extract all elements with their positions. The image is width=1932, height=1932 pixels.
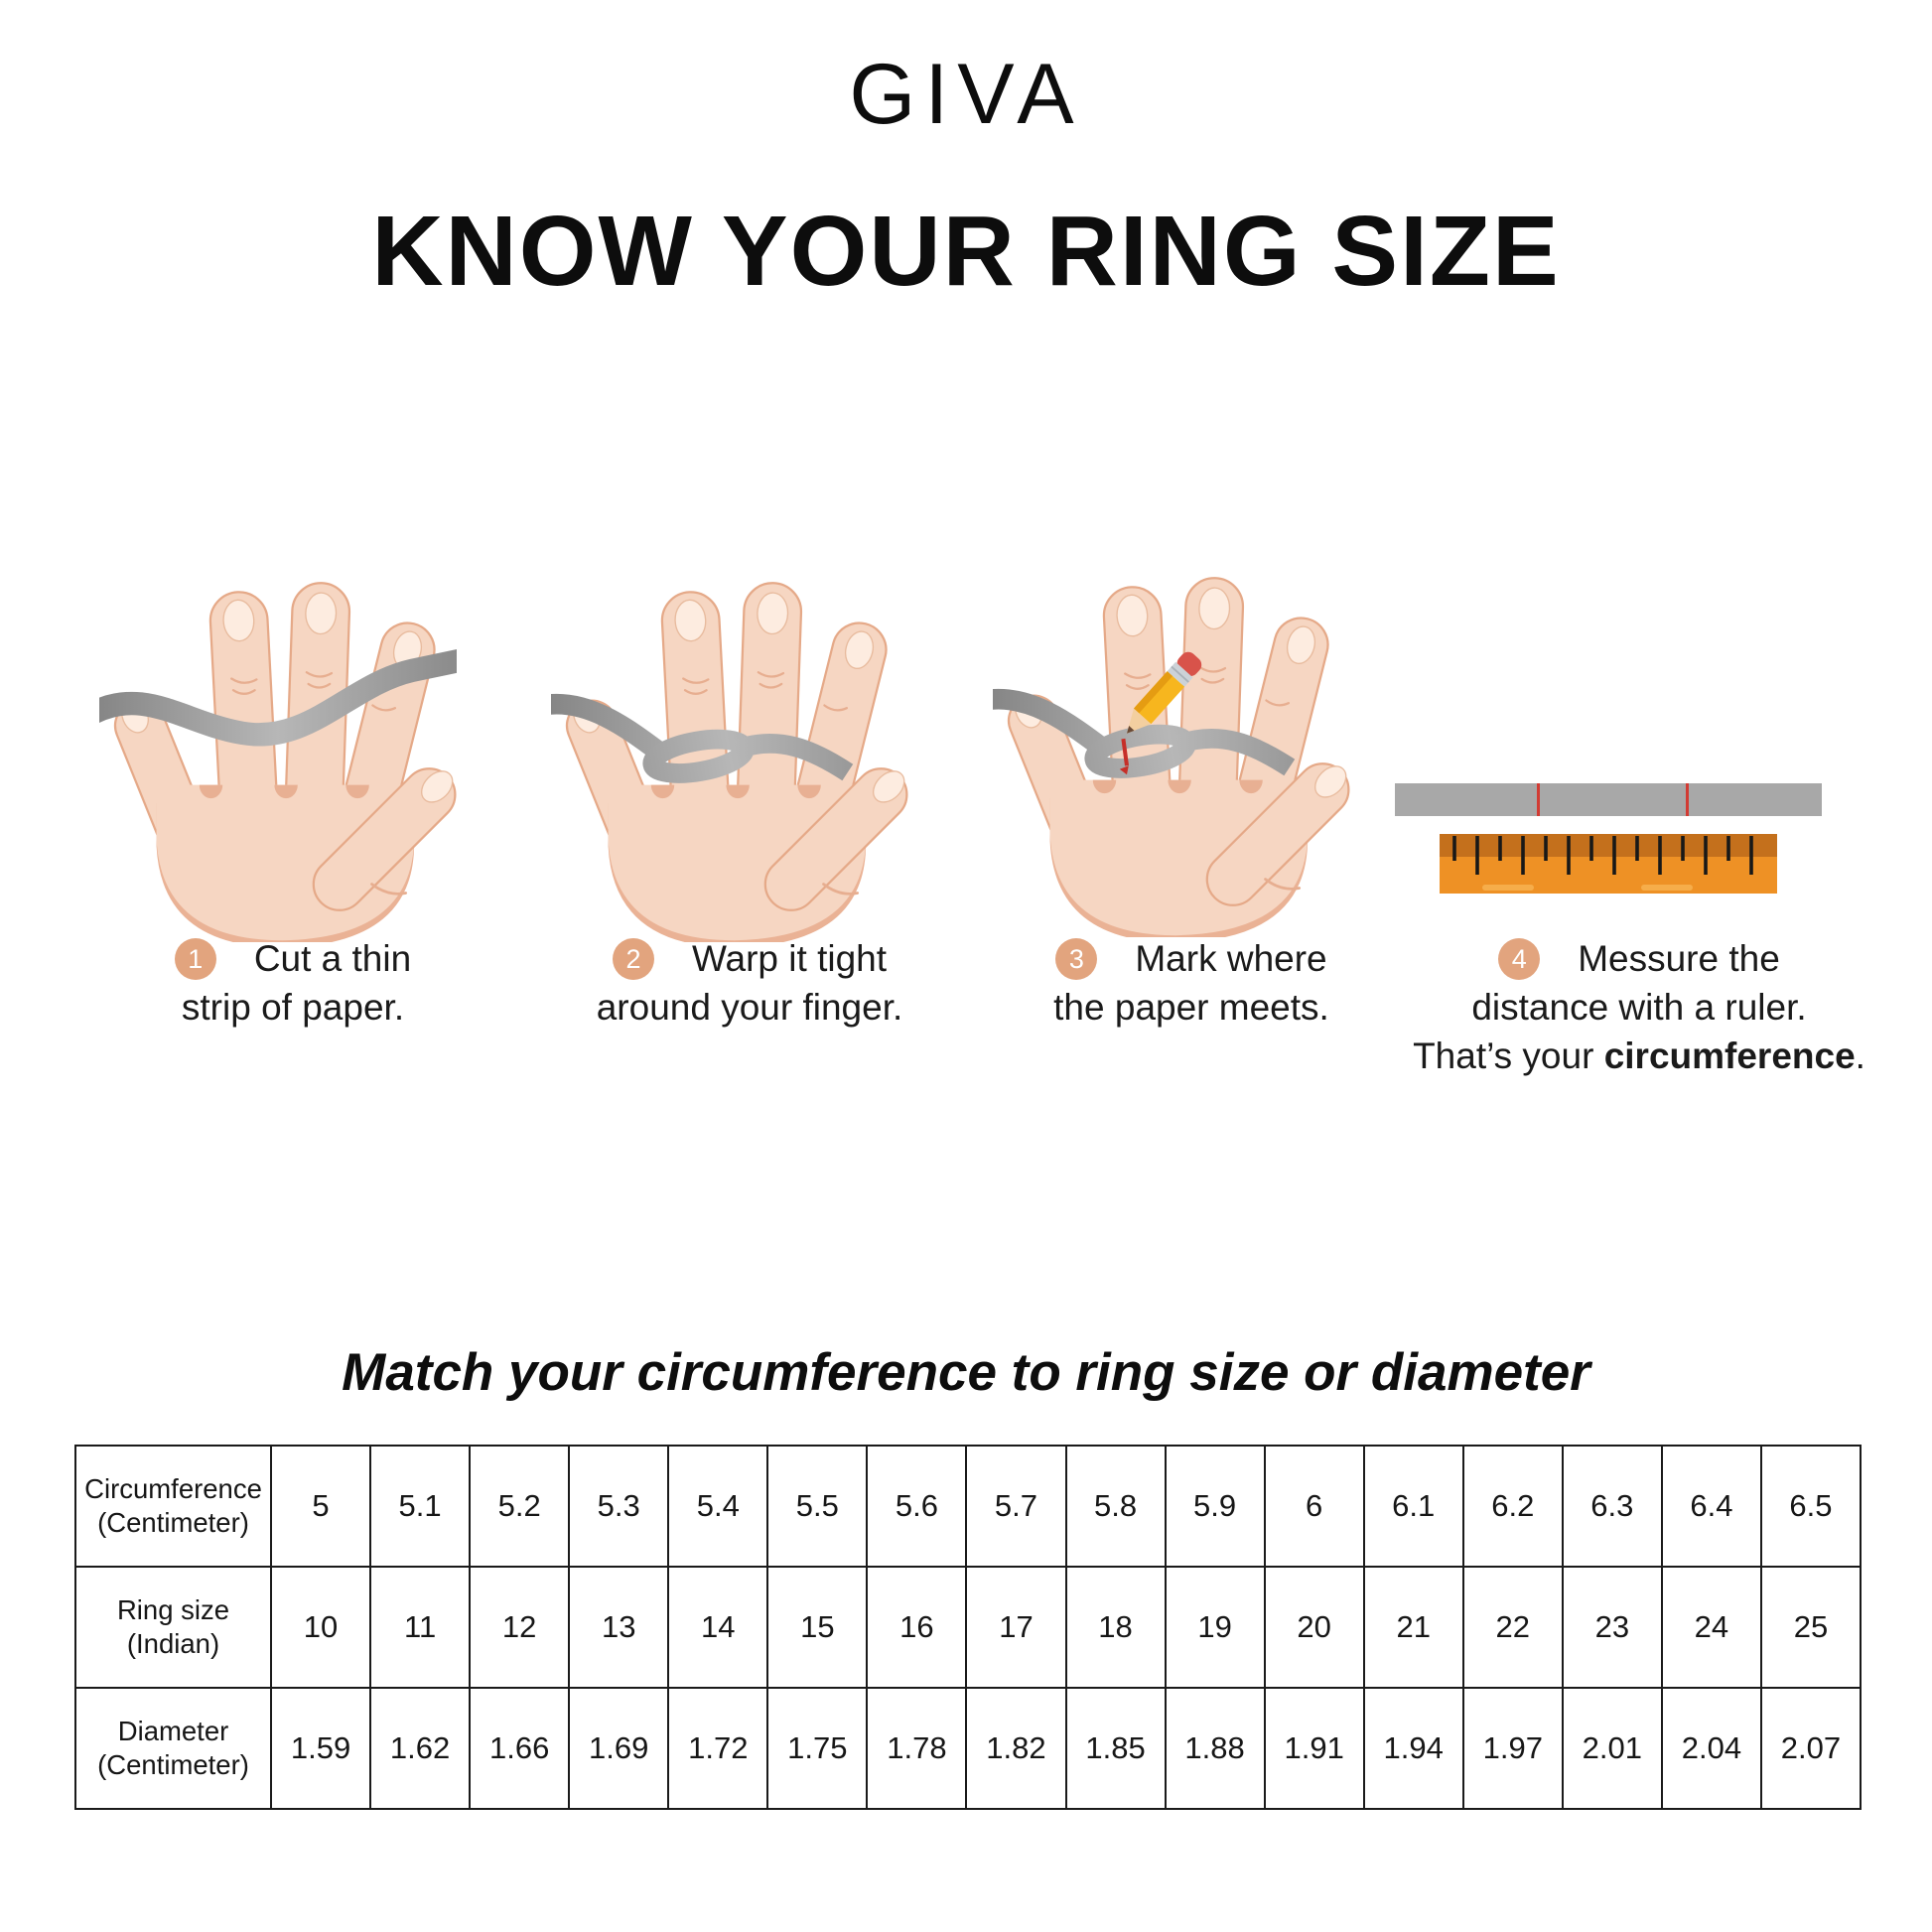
value-cell: 16 <box>866 1566 968 1689</box>
step-4-badge: 4 <box>1498 938 1541 981</box>
value-cell: 5.1 <box>369 1445 472 1568</box>
value-cell: 1.72 <box>667 1687 769 1810</box>
ring-size-table: Circumference (Centimeter) 5 5.1 5.2 5.3 5.4 5.… <box>74 1445 1863 1810</box>
step-2-text-line-2: around your finger. <box>596 986 903 1028</box>
value-cell: 1.88 <box>1164 1687 1266 1810</box>
step-3-caption: 3 Mark where the paper meets. <box>963 935 1420 1033</box>
step-4-text-line-3-bold: circumference <box>1603 1035 1856 1076</box>
value-cell: 6.1 <box>1362 1445 1464 1568</box>
step-2-badge: 2 <box>612 938 654 981</box>
pencil-icon <box>1126 651 1202 734</box>
value-cell: 22 <box>1461 1566 1564 1689</box>
value-cell: 5 <box>269 1445 372 1568</box>
value-cell: 1.82 <box>965 1687 1067 1810</box>
value-cell: 17 <box>965 1566 1067 1689</box>
step-4-text-line-1: Messure the <box>1578 938 1780 979</box>
row-label: Diameter (Centimeter) <box>74 1687 272 1810</box>
value-cell: 15 <box>766 1566 869 1689</box>
table-row: Diameter (Centimeter) 1.59 1.62 1.66 1.69 1.72… <box>74 1687 1863 1810</box>
value-cell: 25 <box>1759 1566 1863 1689</box>
step-4-text-line-2: distance with a ruler. <box>1471 986 1807 1028</box>
value-cell: 5.4 <box>667 1445 769 1568</box>
value-cell: 5.7 <box>965 1445 1067 1568</box>
hand-with-paper-wrapped-finger-icon <box>551 580 908 942</box>
value-cell: 6 <box>1263 1445 1365 1568</box>
page-title: KNOW YOUR RING SIZE <box>371 196 1561 307</box>
step-3-badge: 3 <box>1055 938 1098 981</box>
ring-size-table-body: Circumference (Centimeter) 5 5.1 5.2 5.3 5.4 5.… <box>74 1445 1863 1810</box>
value-cell: 18 <box>1064 1566 1167 1689</box>
hand-with-paper-strip-icon <box>99 580 457 942</box>
value-cell: 20 <box>1263 1566 1365 1689</box>
table-heading: Match your circumference to ring size or… <box>342 1343 1590 1402</box>
step-4-text-line-3: That’s your circumference. <box>1358 1033 1920 1081</box>
step-4-caption: 4 Messure the distance with a ruler. Tha… <box>1358 935 1920 1080</box>
step-1-caption: 1 Cut a thin strip of paper. <box>84 935 501 1033</box>
value-cell: 1.94 <box>1362 1687 1464 1810</box>
step-4-text-line-3-suffix: . <box>1855 1035 1865 1076</box>
step-3-text-line-1: Mark where <box>1135 938 1327 979</box>
value-cell: 12 <box>469 1566 571 1689</box>
value-cell: 6.2 <box>1461 1445 1564 1568</box>
table-row: Ring size (Indian) 10 11 12 13 14 15 16 17 18 19 20 2… <box>74 1566 1863 1689</box>
value-cell: 10 <box>269 1566 372 1689</box>
value-cell: 11 <box>369 1566 472 1689</box>
value-cell: 6.5 <box>1759 1445 1863 1568</box>
value-cell: 2.01 <box>1561 1687 1663 1810</box>
value-cell: 23 <box>1561 1566 1663 1689</box>
step-3-text-line-2: the paper meets. <box>1053 986 1329 1028</box>
value-cell: 1.78 <box>866 1687 968 1810</box>
step-1-text-line-2: strip of paper. <box>181 986 405 1028</box>
value-cell: 5.6 <box>866 1445 968 1568</box>
value-cell: 1.75 <box>766 1687 869 1810</box>
value-cell: 13 <box>568 1566 670 1689</box>
hand-with-pencil-mark-icon <box>993 575 1350 937</box>
row-label: Ring size (Indian) <box>74 1566 272 1689</box>
value-cell: 1.91 <box>1263 1687 1365 1810</box>
value-cell: 1.59 <box>269 1687 372 1810</box>
value-cell: 21 <box>1362 1566 1464 1689</box>
value-cell: 2.07 <box>1759 1687 1863 1810</box>
value-cell: 6.3 <box>1561 1445 1663 1568</box>
table-row: Circumference (Centimeter) 5 5.1 5.2 5.3 5.4 5.… <box>74 1445 1863 1568</box>
value-cell: 19 <box>1164 1566 1266 1689</box>
value-cell: 1.66 <box>469 1687 571 1810</box>
step-1-text-line-1: Cut a thin <box>253 938 412 979</box>
value-cell: 1.85 <box>1064 1687 1167 1810</box>
value-cell: 1.69 <box>568 1687 670 1810</box>
value-cell: 2.04 <box>1660 1687 1762 1810</box>
value-cell: 5.8 <box>1064 1445 1167 1568</box>
value-cell: 1.97 <box>1461 1687 1564 1810</box>
paper-strip-and-ruler-icon <box>1395 783 1822 894</box>
value-cell: 1.62 <box>369 1687 472 1810</box>
step-4-text-line-3-prefix: That’s your <box>1413 1035 1604 1076</box>
row-label: Circumference (Centimeter) <box>74 1445 272 1568</box>
value-cell: 5.5 <box>766 1445 869 1568</box>
value-cell: 24 <box>1660 1566 1762 1689</box>
value-cell: 14 <box>667 1566 769 1689</box>
value-cell: 5.3 <box>568 1445 670 1568</box>
value-cell: 5.9 <box>1164 1445 1266 1568</box>
brand-logo: GIVA <box>849 47 1083 142</box>
step-2-text-line-1: Warp it tight <box>691 938 888 979</box>
value-cell: 5.2 <box>469 1445 571 1568</box>
value-cell: 6.4 <box>1660 1445 1762 1568</box>
step-1-badge: 1 <box>174 938 216 981</box>
step-2-caption: 2 Warp it tight around your finger. <box>521 935 978 1033</box>
